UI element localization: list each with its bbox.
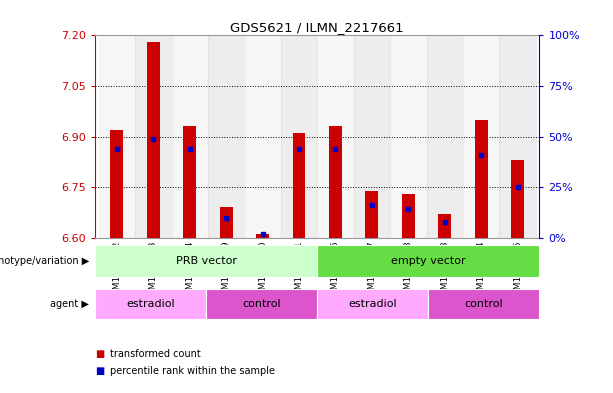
Text: transformed count: transformed count [110, 349, 201, 359]
Bar [208, 35, 245, 238]
Bar [206, 288, 318, 319]
Text: control: control [242, 299, 281, 309]
Text: ■: ■ [95, 349, 104, 359]
Bar [220, 208, 232, 238]
Bar [281, 35, 318, 238]
Bar [318, 245, 539, 277]
Bar [147, 42, 159, 238]
Bar [256, 234, 269, 238]
Bar [438, 214, 451, 238]
Bar [318, 35, 354, 238]
Bar [292, 133, 305, 238]
Text: control: control [465, 299, 503, 309]
Bar [183, 127, 196, 238]
Bar [354, 35, 390, 238]
Bar [390, 35, 427, 238]
Bar [475, 120, 487, 238]
Bar [135, 35, 172, 238]
Bar [329, 127, 342, 238]
Bar [99, 35, 135, 238]
Bar [95, 245, 318, 277]
Bar [245, 35, 281, 238]
Text: estradiol: estradiol [126, 299, 175, 309]
Text: empty vector: empty vector [391, 256, 466, 266]
Bar [95, 288, 206, 319]
Bar [428, 288, 539, 319]
Bar [500, 35, 536, 238]
Text: agent ▶: agent ▶ [50, 299, 89, 309]
Bar [427, 35, 463, 238]
Text: PRB vector: PRB vector [175, 256, 237, 266]
Bar [172, 35, 208, 238]
Text: ■: ■ [95, 366, 104, 376]
Text: estradiol: estradiol [348, 299, 397, 309]
Bar [365, 191, 378, 238]
Bar [511, 160, 524, 238]
Title: GDS5621 / ILMN_2217661: GDS5621 / ILMN_2217661 [230, 21, 404, 34]
Bar [110, 130, 123, 238]
Bar [402, 194, 414, 238]
Text: genotype/variation ▶: genotype/variation ▶ [0, 256, 89, 266]
Bar [318, 288, 428, 319]
Bar [463, 35, 500, 238]
Text: percentile rank within the sample: percentile rank within the sample [110, 366, 275, 376]
